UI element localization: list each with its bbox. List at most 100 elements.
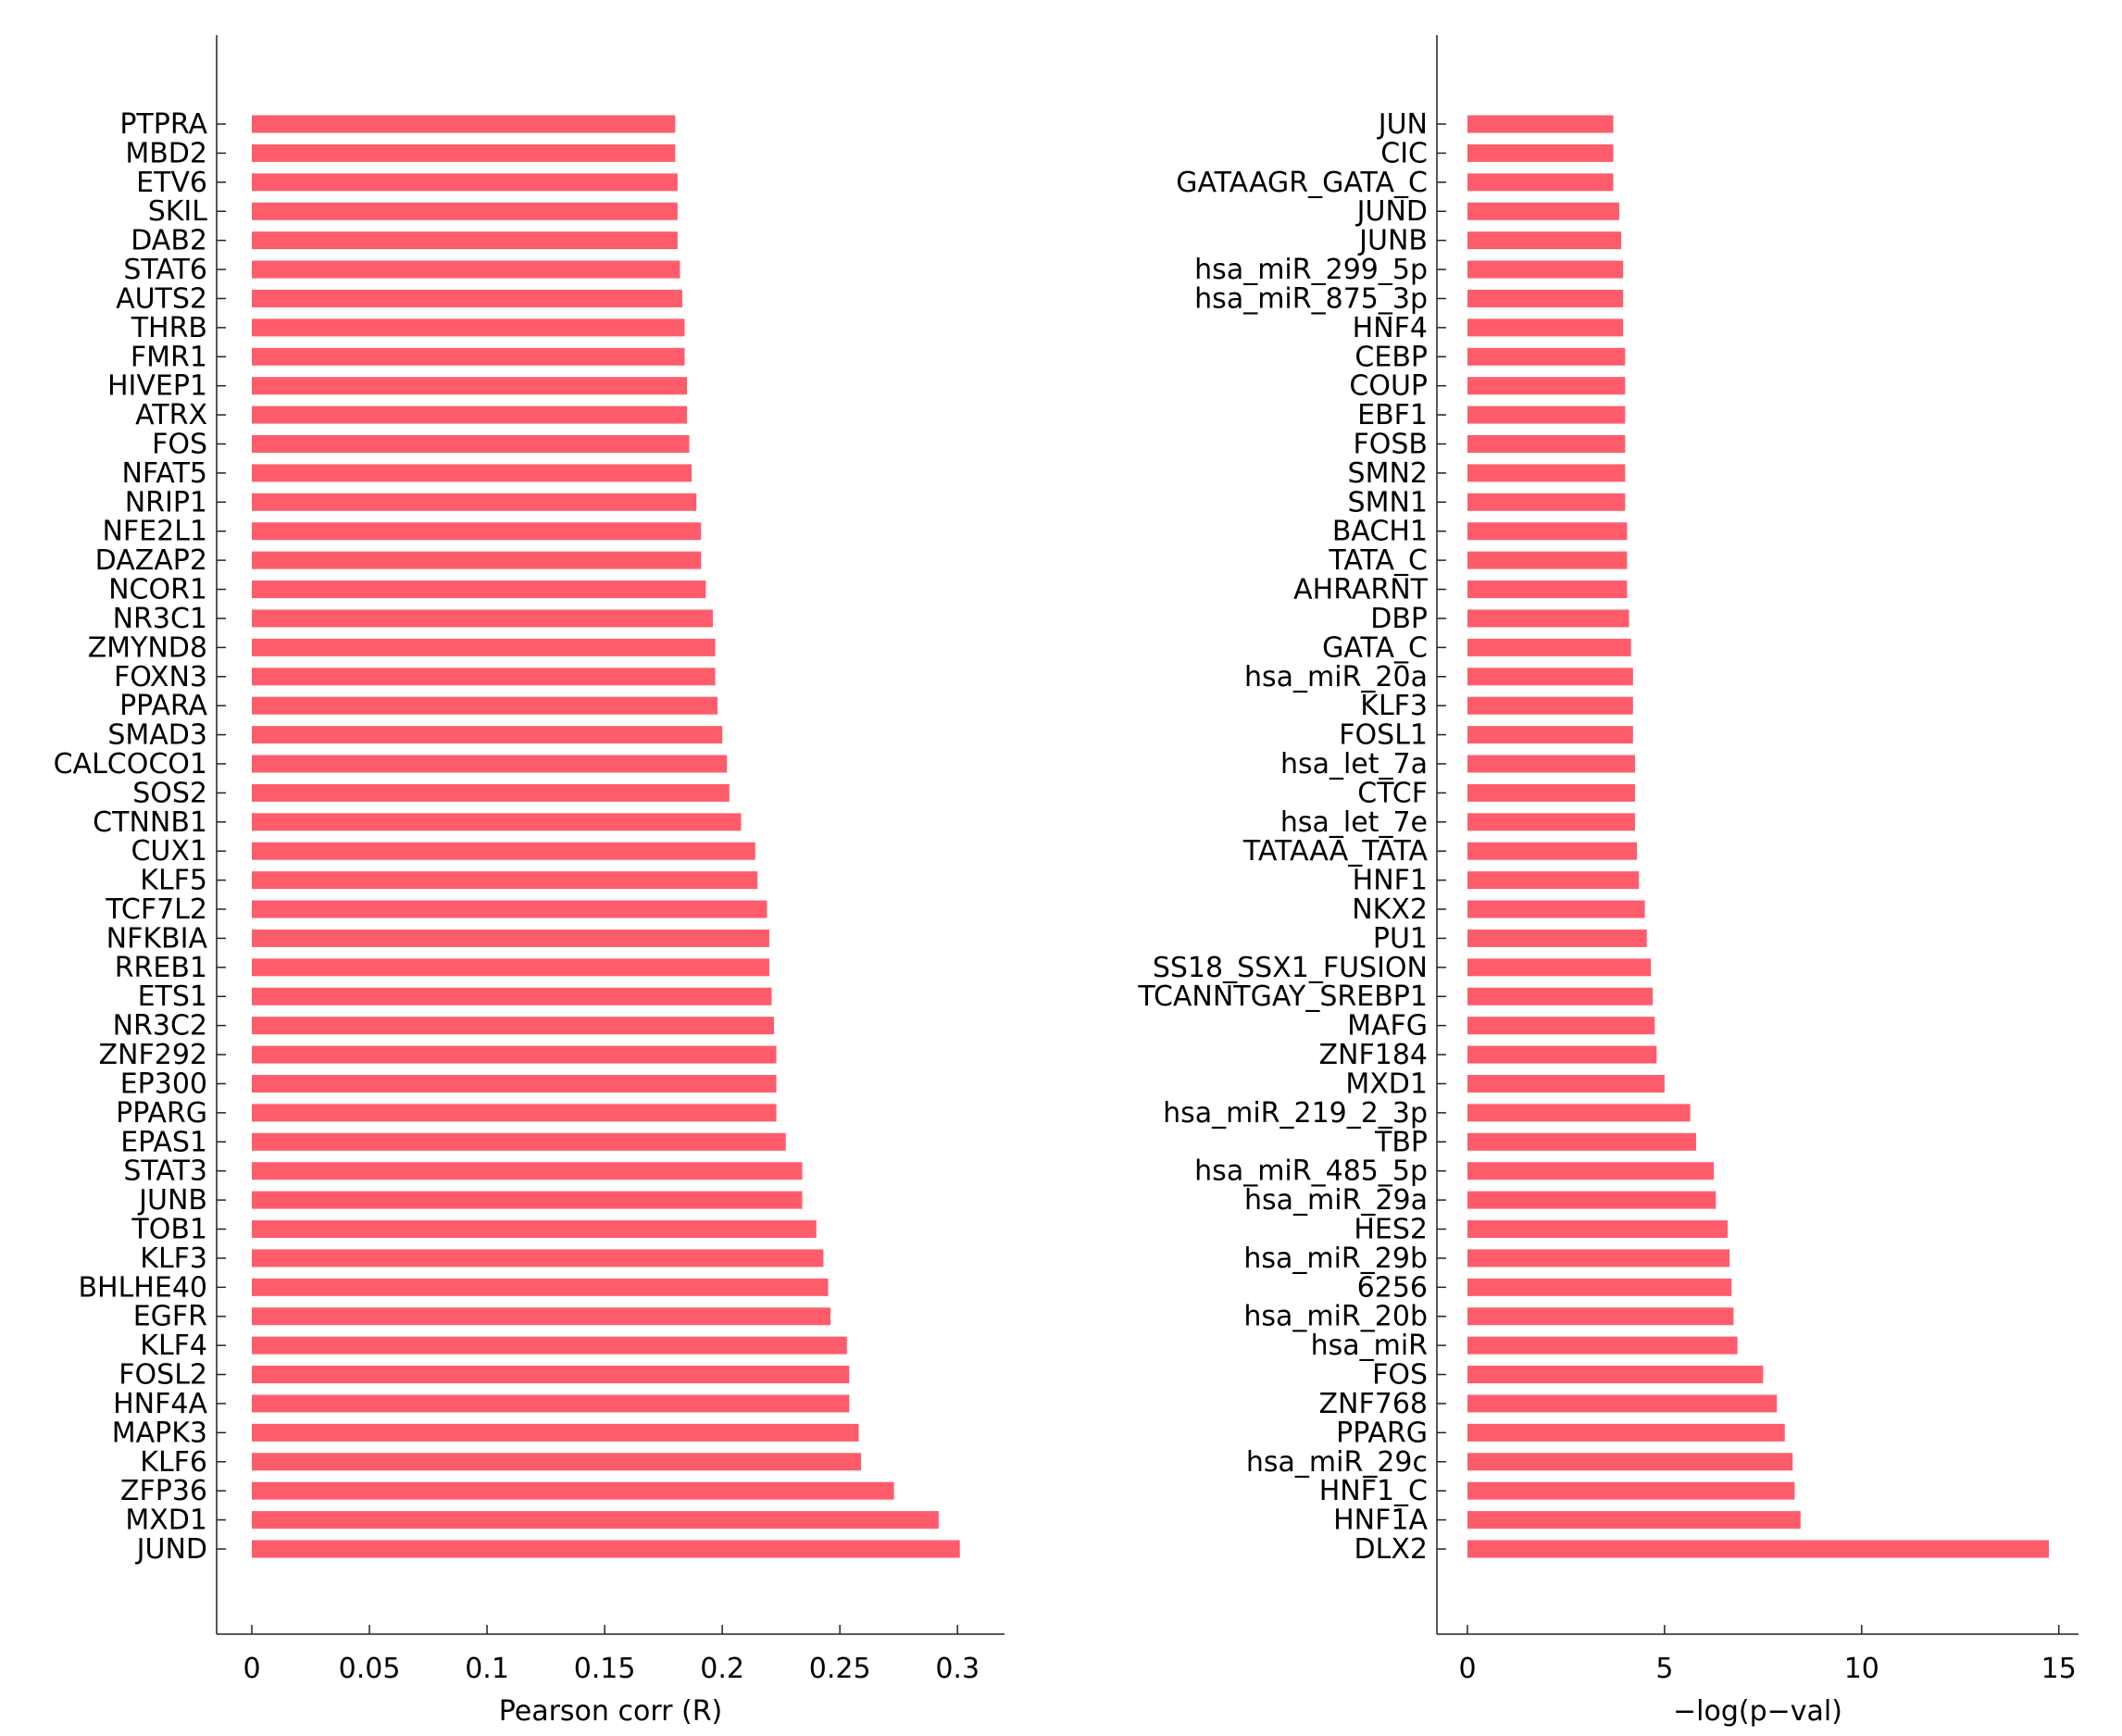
- y-tick-label: TCANNTGAY_SREBP1: [1137, 980, 1428, 1013]
- bar: [1467, 144, 1614, 162]
- y-tick-label: AHRARNT: [1293, 574, 1429, 606]
- bar: [1467, 1423, 1785, 1442]
- y-tick-label: KLF5: [140, 865, 207, 897]
- y-tick-label: EPAS1: [120, 1126, 207, 1158]
- bar: [1467, 842, 1638, 860]
- bar: [1467, 1511, 1801, 1530]
- bar: [1467, 726, 1633, 744]
- y-tick-label: HNF4: [1353, 312, 1428, 344]
- y-tick-label: COUP: [1349, 370, 1428, 403]
- y-tick-label: hsa_miR_20b: [1243, 1301, 1428, 1333]
- y-tick-label: HES2: [1354, 1214, 1428, 1246]
- y-tick-label: CEBP: [1354, 341, 1428, 373]
- bar: [1467, 1162, 1715, 1180]
- y-tick-label: ETS1: [138, 980, 207, 1013]
- y-tick-label: JUND: [135, 1533, 207, 1566]
- y-tick-label: NFKBIA: [106, 922, 208, 955]
- bar: [1467, 347, 1626, 366]
- y-tick-label: DLX2: [1354, 1533, 1428, 1566]
- x-tick-label: 0.15: [574, 1653, 636, 1685]
- x-tick-label: 0: [243, 1653, 260, 1685]
- y-tick-label: MBD2: [125, 137, 207, 169]
- y-tick-label: hsa_miR_219_2_3p: [1163, 1097, 1428, 1130]
- bar: [1467, 638, 1631, 656]
- y-tick-label: hsa_miR_29a: [1244, 1184, 1428, 1217]
- y-tick-label: TATA_C: [1328, 544, 1428, 577]
- bar: [1467, 1481, 1795, 1500]
- y-tick-label: MXD1: [1345, 1068, 1428, 1100]
- y-tick-label: FOSL1: [1339, 719, 1428, 752]
- y-tick-label: NFAT5: [121, 457, 207, 490]
- y-tick-label: PPARG: [116, 1097, 207, 1130]
- bar: [252, 1394, 850, 1413]
- bar: [1467, 1278, 1732, 1296]
- y-tick-label: PU1: [1373, 922, 1428, 955]
- y-tick-label: DAZAP2: [95, 544, 207, 577]
- y-tick-label: hsa_let_7a: [1280, 748, 1428, 781]
- bar: [252, 900, 768, 918]
- y-tick-label: MAPK3: [112, 1417, 207, 1449]
- bar: [252, 1104, 777, 1122]
- bar: [252, 958, 769, 977]
- y-tick-label: ZNF292: [98, 1039, 207, 1071]
- y-tick-label: NKX2: [1352, 893, 1428, 926]
- bar: [1467, 522, 1628, 541]
- bar: [252, 987, 772, 1005]
- bar: [252, 551, 702, 569]
- y-tick-label: PTPRA: [119, 108, 207, 141]
- y-tick-label: CIC: [1380, 137, 1428, 169]
- bar: [1467, 231, 1622, 250]
- y-tick-label: TCF7L2: [105, 893, 207, 926]
- y-tick-label: GATA_C: [1322, 631, 1428, 664]
- y-tick-label: ATRX: [135, 399, 207, 431]
- y-tick-label: EP300: [120, 1068, 207, 1100]
- y-tick-label: hsa_miR_485_5p: [1194, 1155, 1428, 1188]
- bar: [1467, 1249, 1730, 1268]
- x-tick-label: 10: [1844, 1653, 1879, 1685]
- x-axis-title: −log(p−val): [1673, 1695, 1842, 1728]
- bar: [252, 1220, 817, 1239]
- y-tick-label: FOSL2: [119, 1359, 207, 1392]
- y-tick-label: SS18_SSX1_FUSION: [1153, 952, 1428, 984]
- y-tick-label: HNF1: [1353, 865, 1428, 897]
- y-tick-label: NR3C1: [113, 603, 207, 635]
- bar: [252, 813, 742, 831]
- bar: [252, 406, 688, 424]
- bar: [1467, 406, 1626, 424]
- y-tick-label: CTNNB1: [93, 806, 207, 839]
- y-tick-label: SOS2: [132, 777, 207, 809]
- bar: [252, 115, 676, 133]
- x-tick-label: 0.2: [700, 1653, 744, 1685]
- bar: [1467, 987, 1654, 1005]
- bar: [1467, 493, 1626, 511]
- y-tick-label: hsa_miR_299_5p: [1194, 254, 1428, 286]
- y-tick-label: JUNB: [1357, 225, 1428, 257]
- y-tick-label: hsa_miR: [1311, 1330, 1428, 1362]
- y-tick-label: TATAAA_TATA: [1242, 835, 1429, 868]
- y-tick-label: PPARG: [1336, 1417, 1428, 1449]
- y-tick-label: SMN2: [1348, 457, 1428, 490]
- bar: [1467, 260, 1624, 279]
- y-tick-label: FOS: [152, 428, 207, 460]
- bar: [1467, 1074, 1665, 1093]
- y-tick-label: BHLHE40: [78, 1271, 207, 1304]
- bar: [252, 1191, 803, 1209]
- bar: [252, 1453, 862, 1471]
- bar: [1467, 1307, 1734, 1326]
- bar: [252, 434, 690, 453]
- y-tick-label: KLF3: [1360, 690, 1428, 722]
- y-tick-label: STAT6: [123, 254, 207, 286]
- bar: [252, 696, 718, 715]
- y-tick-label: CUX1: [131, 835, 207, 868]
- bar: [1467, 871, 1640, 890]
- bar: [252, 581, 706, 599]
- bar: [1467, 1191, 1716, 1209]
- y-tick-label: hsa_let_7e: [1280, 806, 1428, 839]
- bar: [1467, 783, 1635, 802]
- bar: [252, 783, 730, 802]
- y-tick-label: TBP: [1374, 1126, 1428, 1158]
- bar: [252, 755, 728, 773]
- bar: [252, 1366, 850, 1384]
- y-tick-label: TOB1: [131, 1214, 207, 1246]
